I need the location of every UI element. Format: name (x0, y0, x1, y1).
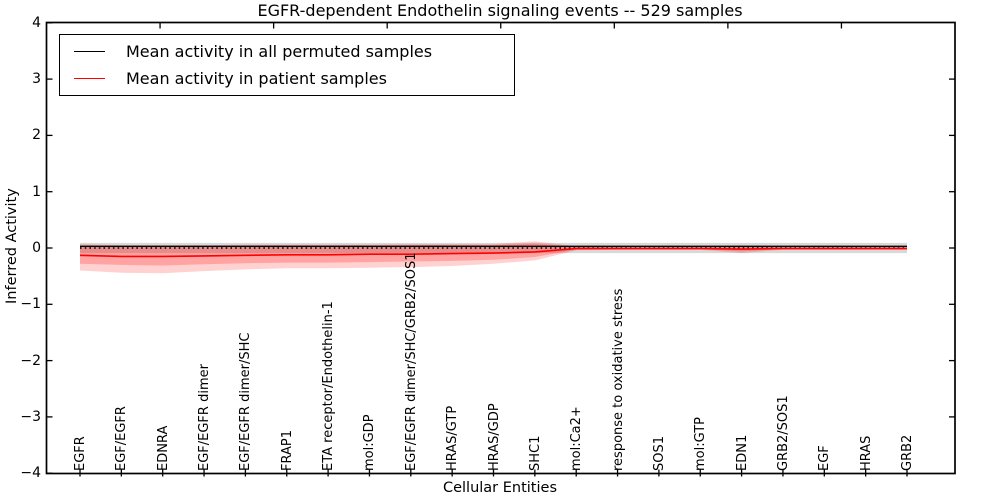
x-tick-label: mol:Ca2+ (569, 406, 585, 471)
x-tick-label: EGF/EGFR dimer/SHC (238, 332, 254, 471)
y-tick-label: −4 (20, 465, 41, 482)
x-tick-label: GRB2 (900, 434, 915, 471)
chart-title: EGFR-dependent Endothelin signaling even… (257, 1, 743, 20)
legend-entry-patient: Mean activity in patient samples (60, 69, 514, 88)
x-tick-label: response to oxidative stress (610, 288, 626, 471)
y-tick-label: 3 (32, 71, 41, 88)
y-tick-label: −1 (20, 296, 41, 313)
x-tick-label: EDNRA (155, 425, 171, 471)
y-tick-label: −2 (20, 352, 41, 369)
y-tick-label: −3 (20, 408, 41, 425)
y-tick-label: 0 (32, 240, 41, 256)
x-tick-label: HRAS/GTP (445, 405, 461, 471)
plot-frame (45, 21, 956, 475)
x-tick-label: ETA receptor/Endothelin-1 (321, 301, 337, 471)
patient-line-sample-icon (74, 77, 105, 79)
patient-mean-line (79, 247, 907, 258)
x-axis-label: Cellular Entities (442, 480, 558, 496)
x-tick-label: FRAP1 (279, 430, 295, 471)
x-tick-label: mol:GDP (362, 414, 378, 471)
x-tick-label: GRB2/SOS1 (775, 395, 791, 471)
x-tick-label: SOS1 (651, 435, 667, 471)
permuted-std-band (80, 242, 907, 254)
x-tick-label: HRAS/GDP (486, 403, 502, 471)
x-tick-label: HRAS (858, 435, 874, 471)
legend-label-permuted: Mean activity in all permuted samples (126, 42, 433, 62)
x-tick-label: mol:GTP (693, 417, 709, 471)
x-tick-label: EGFR (73, 436, 88, 471)
legend: Mean activity in all permuted samples Me… (59, 34, 515, 96)
x-tick-label: EGF/EGFR (114, 406, 130, 471)
permuted-line-sample-icon (74, 51, 105, 53)
legend-label-patient: Mean activity in patient samples (126, 68, 387, 88)
x-tick-label: EGF/EGFR dimer (197, 364, 213, 471)
x-tick-label: EGF/EGFR dimer/SHC/GRB2/SOS1 (403, 252, 419, 472)
x-tick-label: EGF (817, 445, 833, 471)
y-tick-label: 4 (32, 14, 41, 31)
y-tick-label: 2 (32, 127, 41, 144)
legend-entry-permuted: Mean activity in all permuted samples (60, 42, 514, 61)
x-tick-label: EDN1 (734, 434, 750, 471)
x-tick-label: SHC1 (527, 435, 543, 471)
y-tick-label: 1 (32, 183, 41, 200)
